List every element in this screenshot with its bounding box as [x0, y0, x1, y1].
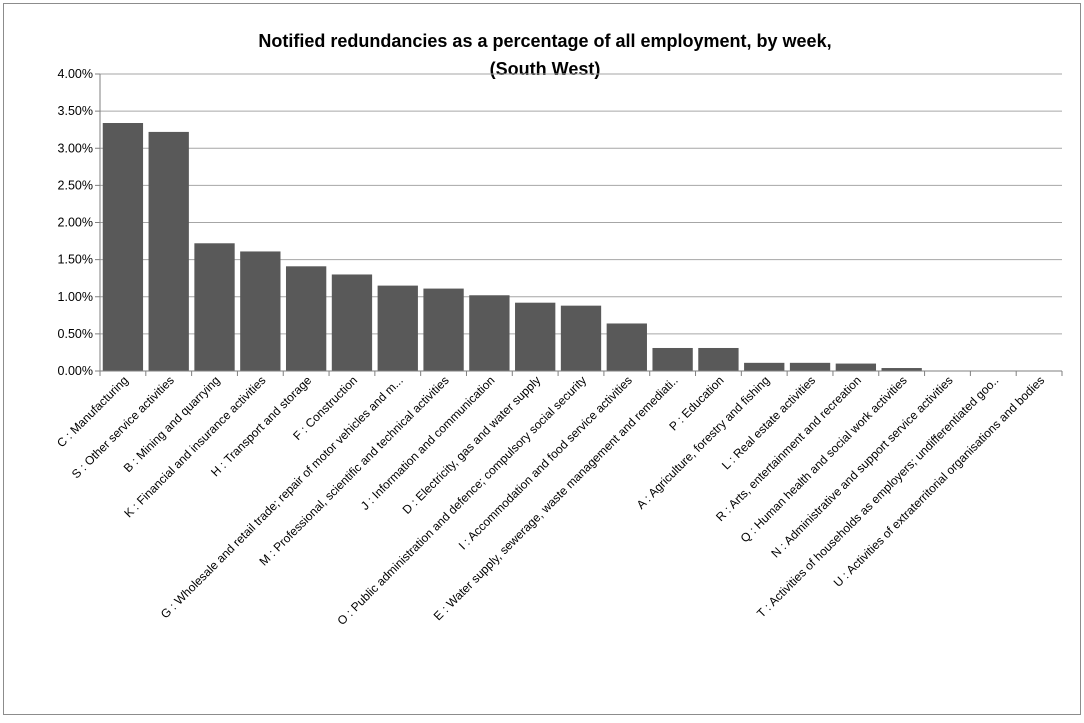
- bar: [469, 295, 510, 371]
- y-tick-label: 3.00%: [58, 141, 93, 155]
- y-tick-label: 3.50%: [58, 104, 93, 118]
- bar: [744, 362, 785, 371]
- y-tick-label: 0.00%: [58, 364, 93, 378]
- bar: [789, 362, 831, 371]
- bar: [835, 363, 877, 371]
- bar: [377, 285, 418, 371]
- y-tick-label: 1.00%: [58, 290, 93, 304]
- bar: [515, 302, 556, 371]
- bar: [698, 347, 739, 371]
- y-tick-label: 1.50%: [58, 253, 93, 267]
- y-tick-label: 4.00%: [58, 67, 93, 81]
- bars: [99, 123, 1063, 376]
- bar: [240, 251, 281, 371]
- chart-title: Notified redundancies as a percentage of…: [258, 31, 831, 51]
- bar: [881, 368, 922, 371]
- bar: [606, 323, 647, 371]
- y-axis-ticks: 0.00% 0.50% 1.00% 1.50% 2.00% 2.50% 3.00% 3.50%…: [58, 67, 100, 378]
- bar: [331, 274, 373, 371]
- y-tick-label: 2.50%: [58, 178, 93, 192]
- bar: [423, 288, 464, 371]
- bar: [652, 347, 693, 371]
- bar: [148, 131, 189, 371]
- bar: [285, 266, 327, 371]
- y-tick-label: 0.50%: [58, 327, 93, 341]
- chart-subtitle: (South West): [490, 59, 601, 79]
- bar: [102, 123, 144, 371]
- y-tick-label: 2.00%: [58, 216, 93, 230]
- bar: [560, 305, 602, 371]
- bar: [194, 243, 235, 371]
